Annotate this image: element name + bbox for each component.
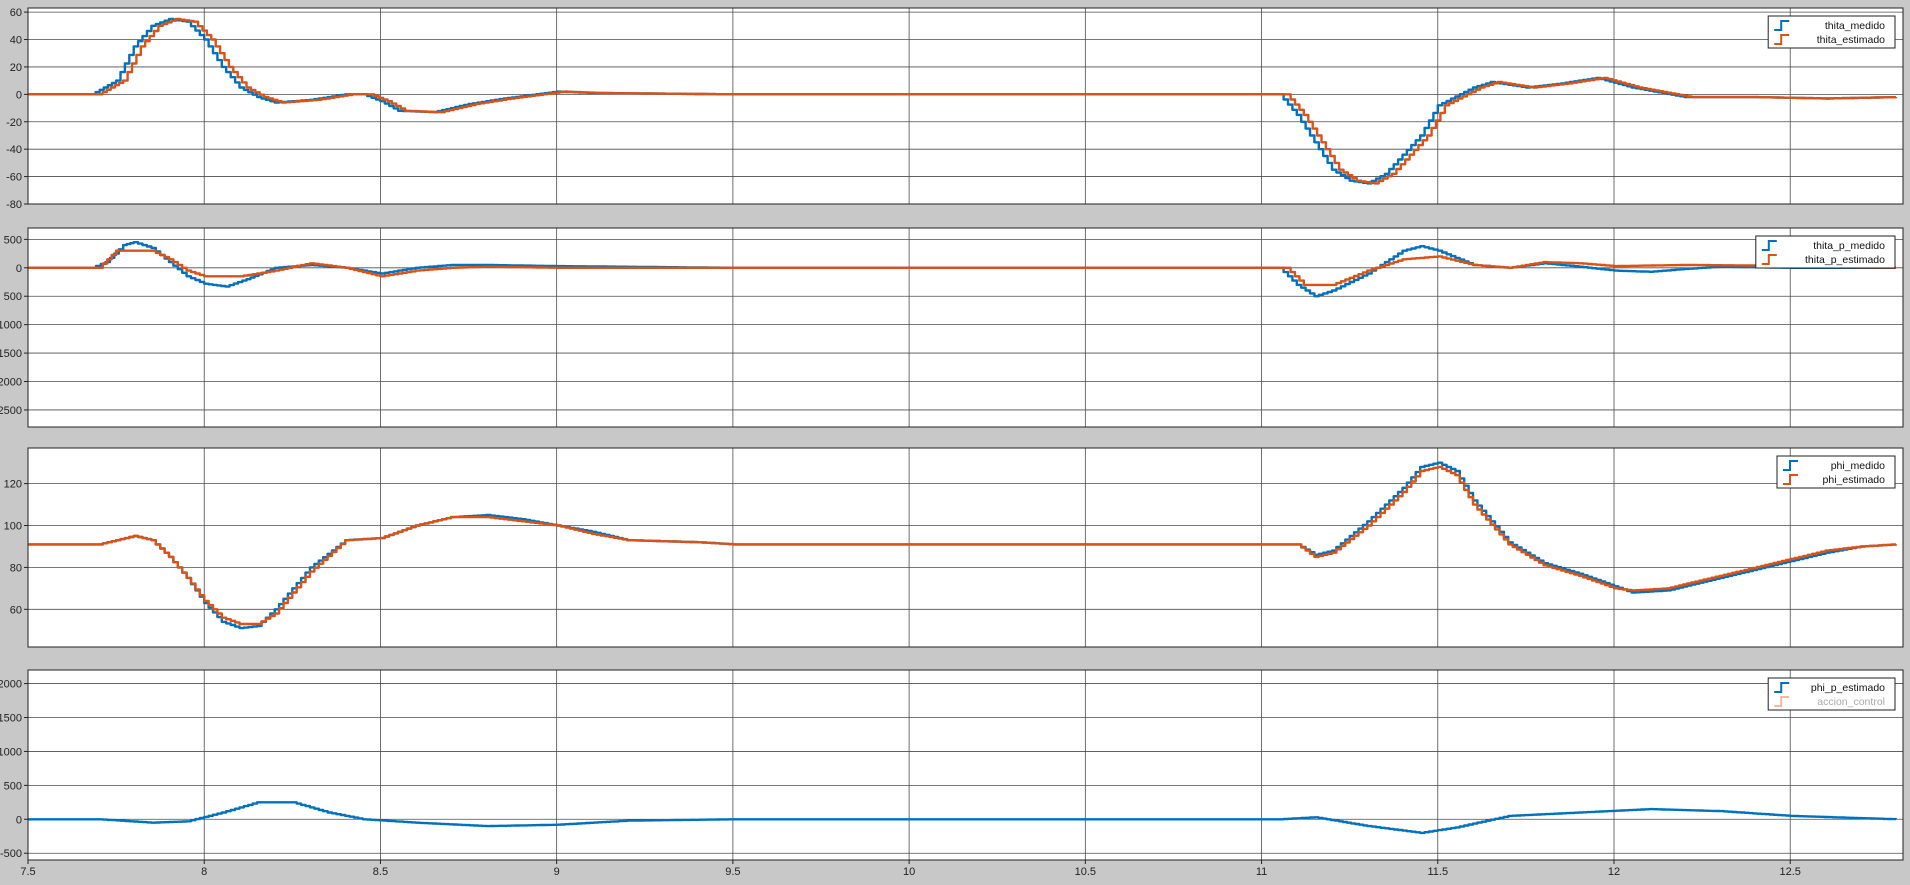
plot-area	[28, 8, 1903, 204]
y-tick-label: 80	[10, 562, 22, 574]
series-line-thita_estimado	[28, 17, 1898, 185]
legend-swatch	[1774, 682, 1790, 693]
legend-swatch	[1774, 20, 1790, 31]
y-tick-label: -60	[6, 172, 22, 184]
x-tick-label: 10.5	[1075, 866, 1096, 878]
x-tick-label: 8	[201, 866, 207, 878]
subplot-3: 60 80 100 120 phi_medido phi_estimado	[4, 447, 1904, 648]
legend: thita_p_medido thita_p_estimado	[1755, 235, 1896, 269]
x-tick-label: 7.5	[20, 866, 35, 878]
y-tick-label: -80	[6, 199, 22, 211]
y-tick-label: 1000	[0, 746, 22, 758]
subplot-4: -500 0 500 1000 1500 2000 phi_p_estimadoaccion…	[0, 669, 1904, 861]
series-line-phi_p_estimado	[28, 801, 1898, 835]
y-tick-label: 60	[10, 7, 22, 19]
legend-entry-thita_medido: thita_medido	[1825, 20, 1885, 32]
plot-area	[28, 228, 1903, 427]
plot-area	[28, 448, 1903, 647]
plot-area	[28, 670, 1903, 860]
y-tick-label: 0	[16, 263, 22, 275]
x-tick-label: 12.5	[1780, 866, 1801, 878]
legend-entry-phi_medido: phi_medido	[1831, 460, 1885, 472]
legend-box	[1755, 235, 1896, 269]
y-tick-label: 40	[10, 35, 22, 47]
legend: thita_medido thita_estimado	[1767, 15, 1896, 49]
legend-swatch	[1761, 254, 1777, 265]
axes-border	[27, 227, 1904, 428]
subplot-1: -80 -60 -40 -20 0 20 40 60 thita_medido thita_est…	[6, 7, 1904, 211]
legend-swatch	[1783, 474, 1798, 485]
y-tick-label: 1500	[0, 713, 22, 725]
legend-entry-thita_p_estimado: thita_p_estimado	[1805, 254, 1885, 266]
legend-entry-accion_control: accion_control	[1817, 696, 1885, 708]
y-tick-label: 0	[16, 814, 22, 826]
y-tick-label: 2000	[0, 377, 22, 389]
series-line-thita_p_estimado	[28, 249, 1896, 287]
x-tick-label: 10	[903, 866, 915, 878]
y-tick-label: 20	[10, 62, 22, 74]
y-tick-label: 0	[16, 89, 22, 101]
y-tick-label: 500	[4, 291, 22, 303]
legend-entry-thita_p_medido: thita_p_medido	[1813, 240, 1885, 252]
x-tick-label: 9.5	[725, 866, 740, 878]
axes-border	[27, 447, 1904, 648]
x-tick-label: 8.5	[373, 866, 388, 878]
x-tick-label: 9	[554, 866, 560, 878]
axes-border	[27, 669, 1904, 861]
y-tick-label: 120	[4, 479, 22, 491]
series-line-phi_estimado	[28, 465, 1898, 626]
subplot-2: 50005001000150020002500thita_p_medidothi…	[0, 227, 1904, 428]
y-tick-label: 1500	[0, 348, 22, 360]
y-tick-label: -40	[6, 144, 22, 156]
legend-swatch	[1774, 34, 1790, 45]
x-tick-label: 11.5	[1427, 866, 1448, 878]
y-tick-label: 60	[10, 604, 22, 616]
legend-swatch	[1761, 240, 1777, 251]
y-tick-label: 100	[4, 521, 22, 533]
legend-box	[1767, 15, 1896, 49]
x-tick-label: 11	[1256, 866, 1267, 878]
legend: phi_medido phi_estimado	[1776, 455, 1896, 489]
x-tick-label: 12	[1608, 866, 1620, 878]
legend-entry-phi_estimado: phi_estimado	[1823, 474, 1886, 486]
axes-border	[27, 7, 1904, 205]
y-tick-label: 2500	[0, 405, 22, 417]
legend-box	[1767, 677, 1896, 711]
legend: phi_p_estimado accion_control	[1767, 677, 1896, 711]
legend-entry-phi_p_estimado: phi_p_estimado	[1811, 682, 1885, 694]
legend-swatch	[1774, 696, 1790, 707]
y-tick-label: 500	[4, 234, 22, 246]
y-tick-label: 500	[4, 780, 22, 792]
y-tick-label: 2000	[0, 679, 22, 691]
y-tick-label: -500	[0, 848, 22, 860]
legend-entry-thita_estimado: thita_estimado	[1817, 34, 1885, 46]
y-tick-label: 1000	[0, 320, 22, 332]
legend-swatch	[1783, 460, 1798, 471]
y-tick-label: -20	[6, 117, 22, 129]
